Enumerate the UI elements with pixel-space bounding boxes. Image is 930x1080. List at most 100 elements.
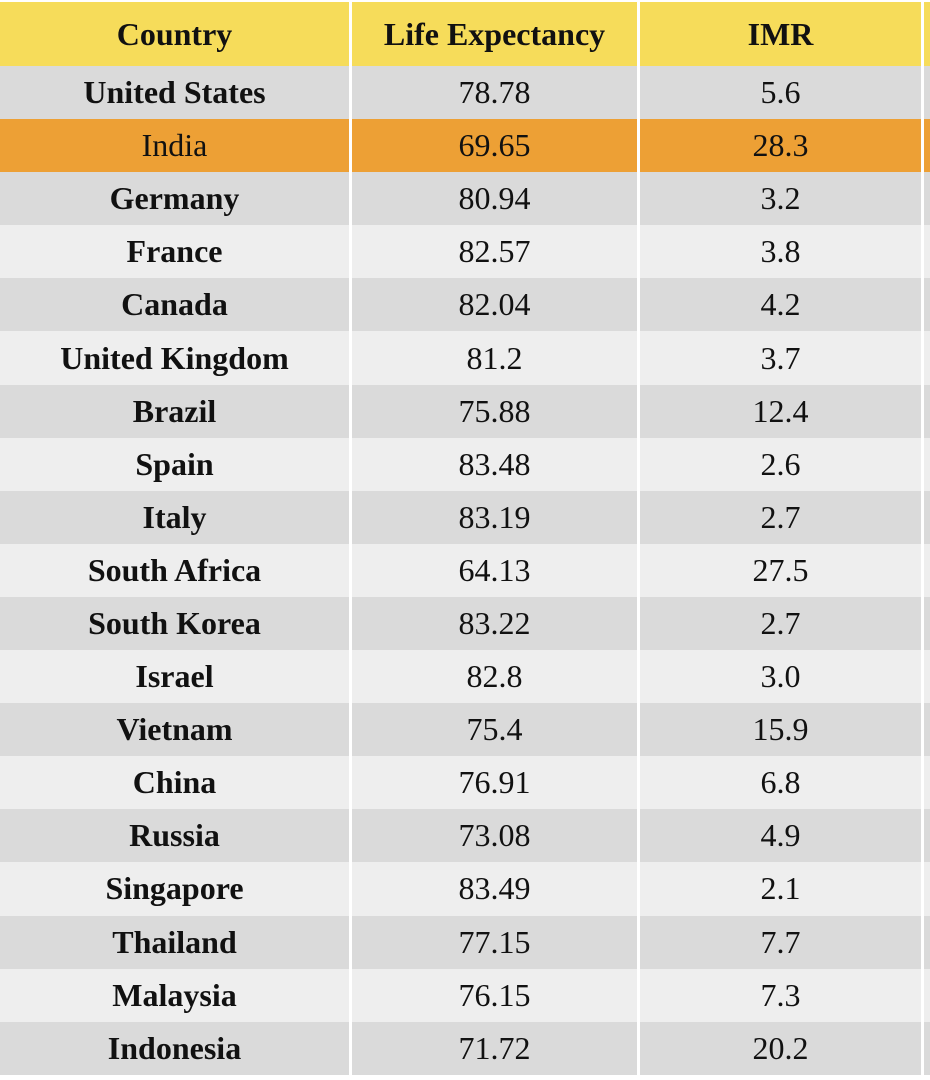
cell-imr: 3.8 [640, 225, 924, 279]
table-header: Country Life Expectancy IMR [0, 2, 930, 66]
header-life-expectancy: Life Expectancy [352, 2, 640, 66]
cell-life-expectancy: 83.49 [352, 862, 640, 916]
cell-imr: 5.6 [640, 66, 924, 120]
cell-life-expectancy: 83.48 [352, 437, 640, 491]
row-edge [924, 756, 930, 810]
cell-life-expectancy: 76.91 [352, 756, 640, 810]
row-edge [924, 703, 930, 757]
table-row: France 82.57 3.8 [0, 225, 930, 279]
table-row: United States 78.78 5.6 [0, 66, 930, 120]
table-row: Canada 82.04 4.2 [0, 278, 930, 332]
cell-country: Canada [0, 278, 352, 332]
cell-country: China [0, 756, 352, 810]
cell-country: Thailand [0, 915, 352, 969]
cell-country: Russia [0, 809, 352, 863]
cell-country: Singapore [0, 862, 352, 916]
row-edge [924, 331, 930, 385]
table-row: Singapore 83.49 2.1 [0, 862, 930, 916]
cell-life-expectancy: 82.57 [352, 225, 640, 279]
row-edge [924, 650, 930, 704]
cell-life-expectancy: 80.94 [352, 172, 640, 226]
cell-life-expectancy: 83.19 [352, 490, 640, 544]
header-country: Country [0, 2, 352, 66]
row-edge [924, 862, 930, 916]
cell-imr: 15.9 [640, 703, 924, 757]
cell-imr: 6.8 [640, 756, 924, 810]
cell-country: Spain [0, 437, 352, 491]
table-row: Italy 83.19 2.7 [0, 490, 930, 544]
cell-life-expectancy: 78.78 [352, 66, 640, 120]
cell-imr: 2.7 [640, 490, 924, 544]
row-edge [924, 278, 930, 332]
cell-country: India [0, 119, 352, 173]
row-edge [924, 1021, 930, 1075]
cell-life-expectancy: 83.22 [352, 596, 640, 651]
cell-imr: 4.9 [640, 809, 924, 863]
cell-country: Indonesia [0, 1021, 352, 1075]
table-row: South Africa 64.13 27.5 [0, 543, 930, 597]
cell-country: Brazil [0, 384, 352, 438]
row-edge [924, 809, 930, 863]
cell-country: Germany [0, 172, 352, 226]
row-edge [924, 490, 930, 544]
header-edge [924, 2, 930, 66]
cell-life-expectancy: 76.15 [352, 968, 640, 1022]
cell-life-expectancy: 64.13 [352, 543, 640, 597]
cell-imr: 3.0 [640, 650, 924, 704]
row-edge [924, 66, 930, 120]
row-edge [924, 915, 930, 969]
cell-life-expectancy: 81.2 [352, 331, 640, 385]
cell-life-expectancy: 75.4 [352, 703, 640, 757]
cell-imr: 2.7 [640, 596, 924, 651]
cell-imr: 7.7 [640, 915, 924, 969]
cell-country: Israel [0, 650, 352, 704]
cell-country: France [0, 225, 352, 279]
cell-life-expectancy: 69.65 [352, 119, 640, 173]
table-row: Malaysia 76.15 7.3 [0, 968, 930, 1022]
table-row: United Kingdom 81.2 3.7 [0, 331, 930, 385]
row-edge [924, 172, 930, 226]
cell-country: United Kingdom [0, 331, 352, 385]
cell-country: Vietnam [0, 703, 352, 757]
table-body: United States 78.78 5.6 India 69.65 28.3 Germa… [0, 66, 930, 1075]
header-imr: IMR [640, 2, 924, 66]
cell-life-expectancy: 82.04 [352, 278, 640, 332]
table-row: Thailand 77.15 7.7 [0, 915, 930, 969]
row-edge [924, 225, 930, 279]
cell-imr: 2.1 [640, 862, 924, 916]
table-row: Indonesia 71.72 20.2 [0, 1021, 930, 1075]
row-edge [924, 968, 930, 1022]
row-edge [924, 437, 930, 491]
row-edge [924, 596, 930, 651]
cell-imr: 3.2 [640, 172, 924, 226]
cell-imr: 20.2 [640, 1021, 924, 1075]
cell-imr: 7.3 [640, 968, 924, 1022]
cell-imr: 2.6 [640, 437, 924, 491]
table-row: Germany 80.94 3.2 [0, 172, 930, 226]
cell-country: Italy [0, 490, 352, 544]
cell-life-expectancy: 71.72 [352, 1021, 640, 1075]
row-edge [924, 119, 930, 173]
table-row: Spain 83.48 2.6 [0, 437, 930, 491]
cell-country: United States [0, 66, 352, 120]
table-row: Russia 73.08 4.9 [0, 809, 930, 863]
cell-imr: 27.5 [640, 543, 924, 597]
cell-country: South Africa [0, 543, 352, 597]
cell-life-expectancy: 77.15 [352, 915, 640, 969]
cell-imr: 28.3 [640, 119, 924, 173]
cell-country: Malaysia [0, 968, 352, 1022]
cell-imr: 3.7 [640, 331, 924, 385]
cell-life-expectancy: 73.08 [352, 809, 640, 863]
table-row: Israel 82.8 3.0 [0, 650, 930, 704]
cell-imr: 12.4 [640, 384, 924, 438]
table-row: Brazil 75.88 12.4 [0, 384, 930, 438]
table-row: Vietnam 75.4 15.9 [0, 703, 930, 757]
table-row: India 69.65 28.3 [0, 119, 930, 173]
row-edge [924, 384, 930, 438]
table-row: China 76.91 6.8 [0, 756, 930, 810]
cell-country: South Korea [0, 596, 352, 651]
row-edge [924, 543, 930, 597]
cell-imr: 4.2 [640, 278, 924, 332]
table-row: South Korea 83.22 2.7 [0, 596, 930, 651]
